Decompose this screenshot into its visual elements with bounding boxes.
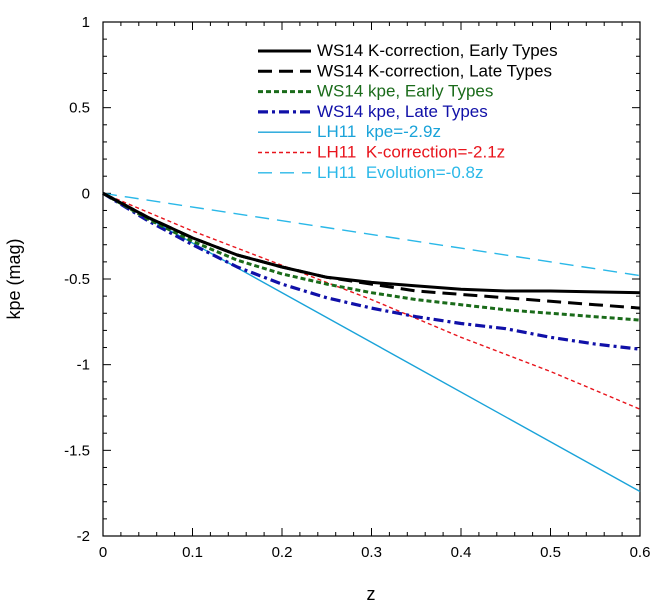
y-tick-label: -0.5 (64, 271, 90, 288)
y-tick-label: 0.5 (69, 100, 90, 117)
series-line-2 (102, 191, 641, 322)
series-line-5 (102, 192, 641, 410)
legend-label: WS14 kpe, Early Types (317, 82, 493, 101)
x-tick-label: 0.6 (630, 544, 651, 561)
legend-label: LH11 Evolution=-0.8z (317, 163, 483, 182)
legend-label: WS14 kpe, Late Types (317, 102, 488, 121)
x-tick-label: 0.3 (361, 544, 382, 561)
legend-label: LH11 K-correction=-2.1z (317, 143, 505, 162)
series-layer (102, 191, 641, 493)
x-tick-label: 0.4 (451, 544, 472, 561)
series-line-6 (102, 192, 641, 277)
y-tick-label: -1.5 (64, 442, 90, 459)
x-tick-label: 0 (99, 544, 107, 561)
series-line-4 (102, 192, 641, 493)
x-tick-label: 0.2 (272, 544, 293, 561)
legend-label: WS14 K-correction, Early Types (317, 41, 558, 60)
y-tick-label: 0 (82, 185, 90, 202)
series-line-1 (102, 191, 641, 310)
y-tick-label: -2 (77, 528, 90, 545)
legend-label: LH11 kpe=-2.9z (317, 122, 441, 141)
series-line-3 (102, 191, 641, 351)
y-tick-label: -1 (77, 357, 90, 374)
x-axis-title: z (367, 584, 376, 604)
legend-label: WS14 K-correction, Late Types (317, 61, 552, 80)
series-line-0 (102, 191, 641, 295)
ticks-group: 0 0.1 0.2 0.3 0.4 0.5 0.6 1 0.5 0 -0.5 -1 -1.5 -2 (64, 14, 650, 561)
x-tick-label: 0.1 (182, 544, 203, 561)
y-axis-title: kpe (mag) (4, 238, 24, 319)
y-tick-label: 1 (82, 14, 90, 31)
x-tick-label: 0.5 (540, 544, 561, 561)
